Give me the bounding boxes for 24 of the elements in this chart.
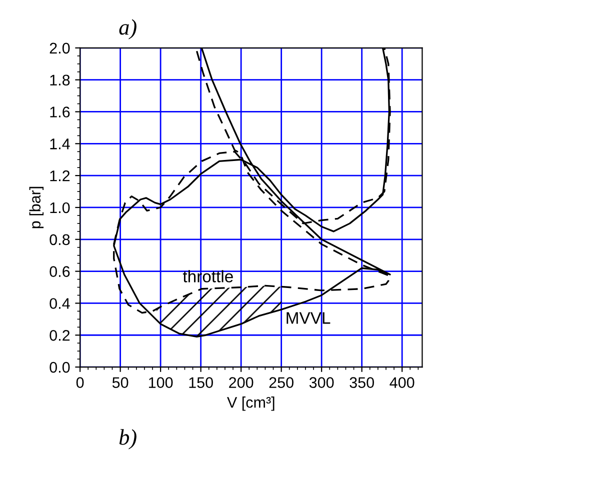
text: b)	[119, 429, 136, 450]
y-tick-label: 2.0	[50, 42, 70, 54]
x-tick-label: 0	[76, 377, 84, 388]
x-tick-label: 150	[189, 377, 213, 388]
y-tick-label: 1.6	[50, 106, 70, 118]
x-tick-label: 250	[269, 377, 294, 388]
y-tick-label: 0.4	[50, 298, 70, 309]
y-tick-label: 0.6	[50, 266, 70, 277]
y-tick-label: 1.2	[50, 170, 70, 182]
y-tick-label: 1.0	[50, 202, 70, 214]
y-tick-label: 1.8	[50, 74, 70, 86]
y-tick-label: 1.4	[50, 138, 70, 150]
x-tick-label: 350	[350, 377, 374, 388]
x-tick-label: 300	[309, 377, 334, 388]
x-tick-label: 200	[229, 377, 254, 388]
x-tick-label: 50	[112, 377, 128, 388]
x-axis-title: V [cm³]	[227, 396, 274, 411]
y-tick-label: 0.8	[50, 234, 70, 246]
x-tick-label: 100	[148, 377, 173, 388]
y-tick-label: 0.2	[50, 330, 70, 341]
chart-title: a)	[119, 19, 136, 40]
y-tick-label: 0.0	[50, 362, 70, 373]
y-axis-title: p [bar]	[29, 186, 44, 228]
x-tick-label: 400	[390, 377, 414, 388]
